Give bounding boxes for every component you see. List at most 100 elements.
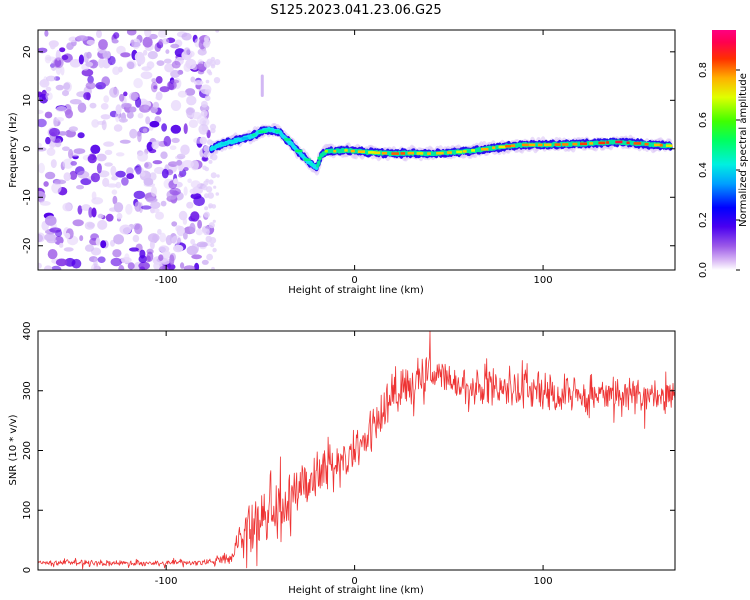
noise-blob: [124, 253, 130, 262]
noise-blob: [190, 238, 196, 245]
noise-blob: [89, 102, 97, 109]
ridge-core: [350, 149, 355, 153]
noise-blob: [171, 137, 180, 143]
noise-blob: [65, 109, 73, 119]
y-tick-label: 20: [22, 45, 33, 58]
noise-blob: [43, 181, 49, 187]
noise-blob: [202, 165, 207, 171]
noise-blob: [111, 39, 119, 44]
noise-blob: [107, 55, 116, 66]
noise-blob: [126, 111, 134, 119]
noise-blob: [123, 91, 128, 97]
noise-blob: [49, 127, 60, 137]
noise-blob: [91, 119, 100, 128]
noise-blob: [213, 77, 221, 84]
ridge-core: [407, 151, 414, 155]
noise-blob: [196, 63, 205, 70]
noise-blob: [203, 180, 209, 186]
noise-blob: [185, 58, 197, 70]
noise-blob: [203, 211, 210, 218]
ridge-core: [633, 142, 642, 145]
noise-blob: [150, 186, 157, 197]
ridge-core: [521, 143, 529, 147]
noise-blob: [153, 166, 165, 175]
noise-blob: [96, 163, 102, 174]
noise-blob: [195, 228, 203, 236]
noise-blob: [150, 201, 161, 209]
noise-blob: [88, 207, 93, 218]
noise-blob: [60, 66, 65, 76]
noise-blob: [216, 174, 220, 178]
noise-blob: [110, 165, 117, 177]
noise-blob: [38, 47, 48, 54]
noise-blob: [62, 202, 72, 212]
noise-blob: [214, 59, 221, 66]
noise-blob: [118, 117, 128, 123]
noise-blob: [39, 201, 51, 206]
noise-blob: [206, 58, 213, 65]
noise-blob: [208, 222, 215, 229]
noise-blob: [191, 111, 202, 120]
y-tick-label: 200: [22, 441, 33, 460]
noise-blob: [193, 80, 204, 86]
noise-blob: [157, 228, 162, 235]
noise-blob: [101, 76, 110, 87]
noise-blob: [134, 201, 142, 212]
noise-blob: [55, 84, 64, 91]
noise-blob: [183, 167, 189, 172]
noise-blob: [203, 228, 210, 236]
noise-blob: [210, 127, 216, 134]
noise-blob: [137, 131, 142, 143]
noise-blob: [160, 151, 168, 159]
noise-blob: [126, 30, 137, 36]
noise-blob: [183, 47, 191, 55]
noise-blob: [91, 207, 97, 218]
x-tick-label: 0: [351, 576, 357, 587]
ridge-core: [626, 141, 630, 145]
noise-blob: [171, 235, 182, 245]
noise-blob: [125, 203, 133, 215]
noise-blob: [204, 206, 209, 211]
noise-blob: [77, 132, 85, 139]
colorbar-tick-label: 0.2: [698, 212, 709, 228]
noise-blob: [91, 191, 97, 200]
snr-series-line: [38, 331, 675, 570]
noise-blob: [168, 161, 179, 168]
noise-blob: [181, 32, 192, 41]
colorbar-tick-label: 0.0: [698, 262, 709, 278]
y-tick-label: -10: [22, 189, 33, 205]
noise-blob: [208, 203, 214, 209]
noise-blob: [142, 36, 153, 48]
ridge-core: [231, 139, 235, 143]
noise-blob: [143, 177, 154, 186]
noise-blob: [126, 173, 135, 180]
noise-blob: [204, 95, 211, 102]
ridge-core: [427, 152, 431, 155]
noise-blob: [152, 160, 163, 165]
noise-blob: [120, 52, 131, 58]
noise-blob: [113, 32, 120, 39]
noise-blob: [54, 235, 64, 245]
ridge-core: [391, 152, 399, 155]
noise-blob: [90, 172, 100, 183]
noise-blob: [170, 100, 182, 111]
noise-blob: [38, 234, 44, 243]
noise-blob: [180, 262, 185, 269]
noise-blob: [119, 224, 132, 235]
noise-blob: [68, 36, 78, 43]
noise-blob: [110, 257, 123, 267]
noise-blob: [212, 247, 217, 253]
ridge-core: [498, 145, 507, 149]
noise-blob: [208, 179, 214, 185]
noise-blob: [38, 262, 42, 269]
noise-blob: [161, 258, 170, 265]
ridge-core: [303, 158, 311, 161]
noise-blob: [209, 237, 217, 244]
noise-blob: [113, 202, 124, 213]
noise-blob: [44, 171, 56, 180]
noise-blob: [46, 75, 57, 82]
noise-blob: [151, 78, 157, 83]
ridge-core: [505, 144, 512, 148]
noise-blob: [211, 266, 215, 270]
